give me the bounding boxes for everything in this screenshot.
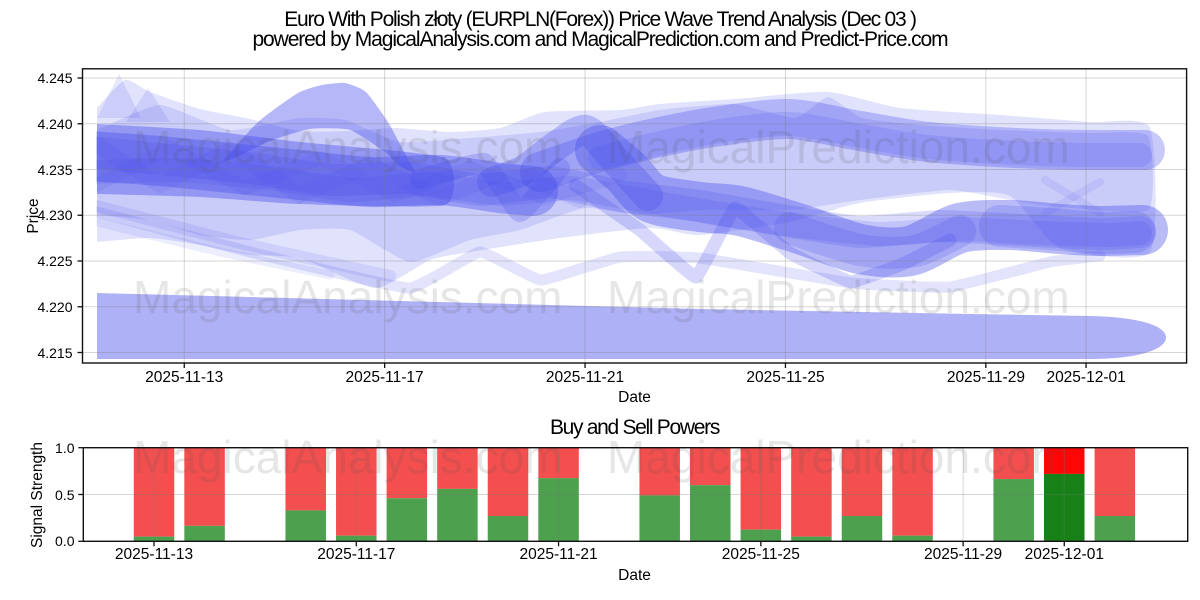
svg-text:MagicalAnalysis.com: MagicalAnalysis.com [133,271,562,323]
svg-text:MagicalPrediction.com: MagicalPrediction.com [607,431,1070,483]
svg-text:MagicalPrediction.com: MagicalPrediction.com [607,271,1070,323]
svg-text:MagicalAnalysis.com: MagicalAnalysis.com [133,431,562,483]
svg-text:MagicalPrediction.com: MagicalPrediction.com [607,121,1070,173]
svg-text:MagicalAnalysis.com: MagicalAnalysis.com [133,121,562,173]
